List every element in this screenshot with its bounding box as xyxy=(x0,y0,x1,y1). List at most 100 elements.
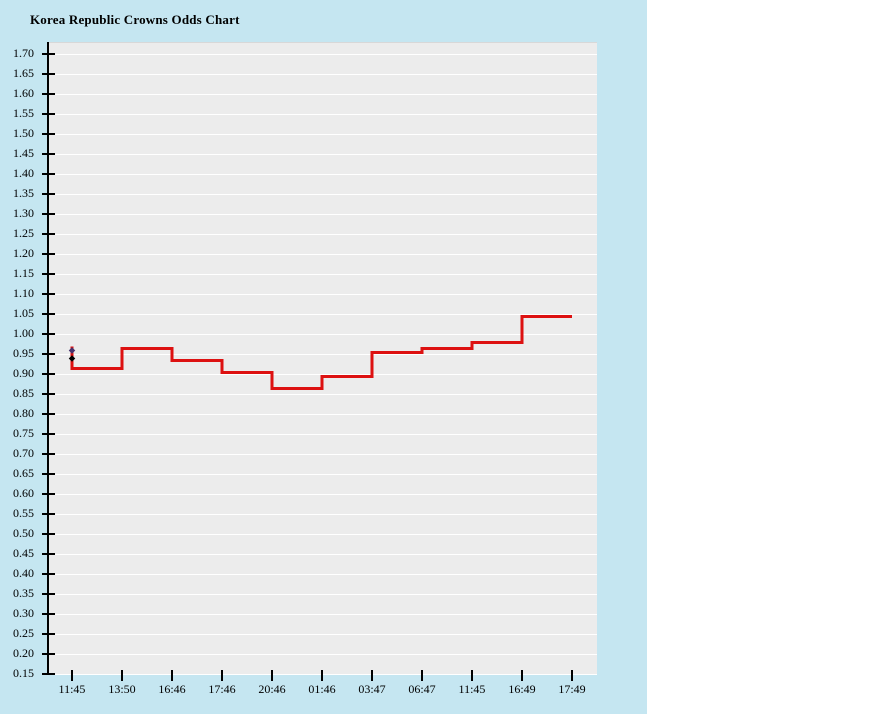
y-tick xyxy=(42,72,55,75)
gridline xyxy=(49,174,597,175)
gridline xyxy=(49,294,597,295)
x-tick xyxy=(321,670,323,681)
gridline xyxy=(49,254,597,255)
gridline xyxy=(49,334,597,335)
y-tick-label: 1.05 xyxy=(13,305,34,320)
gridline xyxy=(49,514,597,515)
gridline xyxy=(49,234,597,235)
gridline xyxy=(49,374,597,375)
y-tick-label: 1.25 xyxy=(13,225,34,240)
y-tick-label: 1.50 xyxy=(13,125,34,140)
gridline xyxy=(49,594,597,595)
y-tick-label: 0.90 xyxy=(13,365,34,380)
y-tick-label: 0.40 xyxy=(13,565,34,580)
y-axis-line xyxy=(47,42,49,675)
x-tick-label: 13:50 xyxy=(108,682,136,696)
gridline xyxy=(49,654,597,655)
odds-step-line xyxy=(70,315,572,390)
x-tick xyxy=(71,670,73,681)
x-tick-label: 20:46 xyxy=(258,682,286,696)
chart-panel: Korea Republic Crowns Odds Chart 1.70 1.6… xyxy=(0,0,647,714)
gridline xyxy=(49,94,597,95)
gridline xyxy=(49,574,597,575)
y-tick xyxy=(42,272,55,275)
gridline xyxy=(49,54,597,55)
x-tick xyxy=(171,670,173,681)
y-tick xyxy=(42,92,55,95)
y-tick xyxy=(42,252,55,255)
y-tick-label: 0.70 xyxy=(13,445,34,460)
y-tick-label: 1.10 xyxy=(13,285,34,300)
gridline xyxy=(49,634,597,635)
y-tick xyxy=(42,412,55,415)
y-tick xyxy=(42,232,55,235)
gridline xyxy=(49,74,597,75)
y-tick xyxy=(42,352,55,355)
x-tick-label: 17:46 xyxy=(208,682,236,696)
x-tick xyxy=(121,670,123,681)
y-tick xyxy=(42,652,55,655)
y-tick xyxy=(42,312,55,315)
y-tick-label: 1.55 xyxy=(13,105,34,120)
x-tick xyxy=(371,670,373,681)
gridline xyxy=(49,494,597,495)
y-tick xyxy=(42,392,55,395)
y-tick xyxy=(42,612,55,615)
gridline xyxy=(49,454,597,455)
y-tick-label: 1.65 xyxy=(13,65,34,80)
gridline xyxy=(49,554,597,555)
y-tick-label: 0.85 xyxy=(13,385,34,400)
y-tick-label: 1.15 xyxy=(13,265,34,280)
y-tick-label: 0.55 xyxy=(13,505,34,520)
y-tick xyxy=(42,592,55,595)
x-tick-label: 03:47 xyxy=(358,682,386,696)
gridline xyxy=(49,154,597,155)
y-tick xyxy=(42,372,55,375)
y-tick xyxy=(42,552,55,555)
y-tick-label: 1.20 xyxy=(13,245,34,260)
y-tick xyxy=(42,112,55,115)
gridline xyxy=(49,434,597,435)
y-tick xyxy=(42,172,55,175)
y-tick xyxy=(42,192,55,195)
gridline xyxy=(49,414,597,415)
y-tick-label: 0.25 xyxy=(13,625,34,640)
x-tick xyxy=(221,670,223,681)
y-tick-label: 0.75 xyxy=(13,425,34,440)
x-tick-label: 01:46 xyxy=(308,682,336,696)
y-tick xyxy=(42,492,55,495)
x-tick xyxy=(271,670,273,681)
gridline xyxy=(49,194,597,195)
y-tick-label: 0.45 xyxy=(13,545,34,560)
x-tick xyxy=(521,670,523,681)
y-tick xyxy=(42,432,55,435)
y-tick-label: 1.00 xyxy=(13,325,34,340)
gridline xyxy=(49,354,597,355)
gridline xyxy=(49,274,597,275)
start-marker xyxy=(68,355,76,362)
y-tick-label: 1.30 xyxy=(13,205,34,220)
y-tick xyxy=(42,212,55,215)
y-tick-label: 0.50 xyxy=(13,525,34,540)
y-tick-label: 0.95 xyxy=(13,345,34,360)
y-tick xyxy=(42,672,55,675)
x-tick xyxy=(471,670,473,681)
y-tick-label: 0.60 xyxy=(13,485,34,500)
y-tick-label: 1.60 xyxy=(13,85,34,100)
y-tick-label: 0.15 xyxy=(13,665,34,680)
gridline xyxy=(49,114,597,115)
y-tick-label: 0.80 xyxy=(13,405,34,420)
x-tick xyxy=(421,670,423,681)
y-tick-label: 1.40 xyxy=(13,165,34,180)
y-tick-label: 1.45 xyxy=(13,145,34,160)
x-tick-label: 06:47 xyxy=(408,682,436,696)
y-tick-label: 0.35 xyxy=(13,585,34,600)
gridline xyxy=(49,614,597,615)
gridline xyxy=(49,394,597,395)
y-tick xyxy=(42,292,55,295)
y-tick xyxy=(42,152,55,155)
y-tick xyxy=(42,632,55,635)
y-tick-label: 1.35 xyxy=(13,185,34,200)
y-tick-label: 0.20 xyxy=(13,645,34,660)
